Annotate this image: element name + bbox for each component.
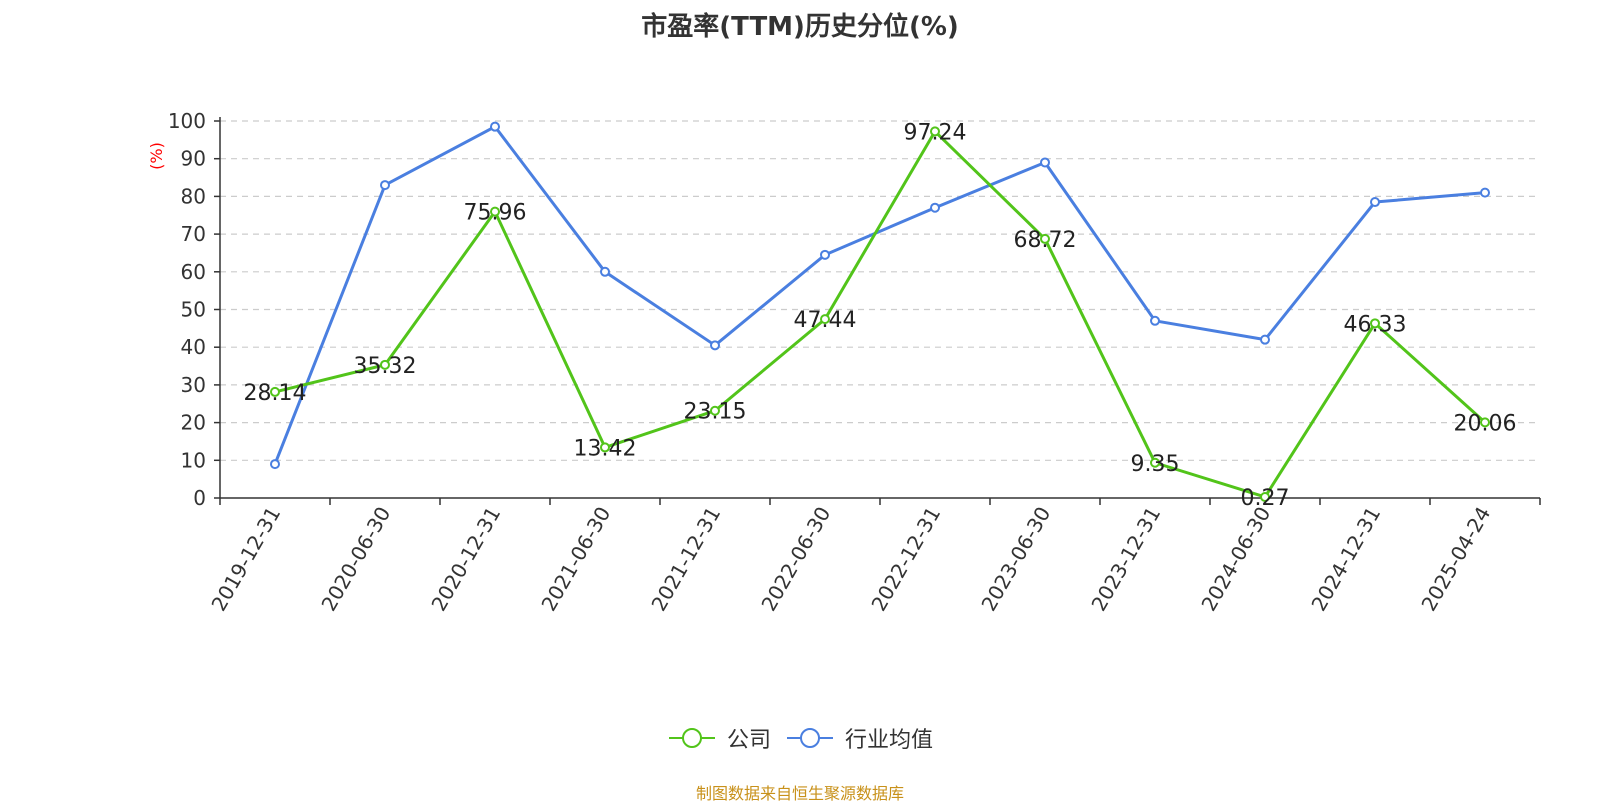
legend-company-marker — [668, 728, 715, 748]
data-label: 23.15 — [684, 400, 747, 425]
data-point-0 — [380, 359, 390, 370]
y-tick-label: 20 — [181, 411, 206, 435]
y-axis-label: (%) — [147, 142, 166, 170]
data-label: 75.96 — [464, 201, 527, 226]
data-point-1 — [600, 266, 610, 277]
y-tick-label: 50 — [181, 298, 206, 322]
legend-industry-marker — [787, 728, 833, 748]
data-point-1 — [1370, 197, 1380, 208]
data-point-0 — [710, 405, 720, 416]
data-point-0 — [270, 386, 280, 397]
chart-legend: 公司 行业均值 — [0, 722, 1600, 754]
data-label: 20.06 — [1454, 411, 1517, 436]
data-point-0 — [1260, 491, 1270, 502]
x-tick-label: 2023-12-31 — [1086, 503, 1165, 616]
data-label: 0.27 — [1241, 486, 1290, 511]
data-label: 35.32 — [354, 354, 417, 379]
data-point-1 — [1150, 315, 1160, 326]
data-point-1 — [930, 202, 940, 213]
y-tick-label: 40 — [181, 335, 206, 359]
chart-title: 市盈率(TTM)历史分位(%) — [641, 12, 959, 42]
data-point-1 — [490, 121, 500, 132]
y-tick-label: 0 — [193, 486, 206, 510]
y-tick-label: 30 — [181, 373, 206, 397]
data-point-1 — [380, 180, 390, 191]
x-tick-label: 2021-12-31 — [646, 503, 725, 616]
x-tick-label: 2020-12-31 — [426, 503, 505, 616]
data-point-0 — [1480, 417, 1490, 428]
data-point-0 — [1150, 457, 1160, 468]
data-point-1 — [1480, 187, 1490, 198]
x-tick-label: 2024-06-30 — [1196, 503, 1275, 616]
x-tick-label: 2023-06-30 — [976, 503, 1055, 616]
x-tick-label: 2025-04-24 — [1416, 503, 1495, 616]
data-label: 47.44 — [794, 308, 857, 333]
data-point-0 — [930, 126, 940, 137]
data-point-1 — [270, 459, 280, 470]
y-tick-label: 60 — [181, 260, 206, 284]
data-point-0 — [1370, 318, 1380, 329]
y-tick-label: 10 — [181, 448, 206, 472]
data-label: 68.72 — [1014, 228, 1077, 253]
data-point-1 — [820, 249, 830, 260]
x-tick-label: 2019-12-31 — [206, 503, 285, 616]
y-tick-label: 90 — [181, 147, 206, 171]
x-tick-label: 2022-12-31 — [866, 503, 945, 616]
data-label: 9.35 — [1131, 452, 1180, 477]
legend-item-industry[interactable]: 行业均值 — [785, 722, 933, 754]
y-tick-label: 70 — [181, 222, 206, 246]
data-label: 28.14 — [244, 381, 307, 406]
x-tick-label: 2020-06-30 — [316, 503, 395, 616]
data-point-1 — [1040, 157, 1050, 168]
x-tick-label: 2022-06-30 — [756, 503, 835, 616]
data-point-0 — [820, 314, 830, 325]
y-tick-label: 100 — [168, 109, 206, 133]
data-point-0 — [600, 442, 610, 453]
data-label: 13.42 — [574, 436, 637, 461]
legend-item-company[interactable]: 公司 — [667, 722, 771, 754]
data-point-0 — [490, 206, 500, 217]
legend-label-company: 公司 — [726, 728, 771, 753]
x-tick-label: 2024-12-31 — [1306, 503, 1385, 616]
data-point-1 — [710, 340, 720, 351]
line-chart: 0 10 20 30 40 50 60 70 80 90 100(%) 2019-12-31 2020-… — [147, 109, 1541, 616]
data-label: 46.33 — [1344, 312, 1407, 337]
data-label: 97.24 — [904, 120, 967, 145]
x-tick-label: 2021-06-30 — [536, 503, 615, 616]
y-tick-label: 80 — [181, 184, 206, 208]
data-point-0 — [1040, 233, 1050, 244]
legend-label-industry: 行业均值 — [845, 728, 934, 753]
series-line-0 — [274, 129, 1487, 499]
series-line-1 — [273, 125, 1486, 465]
source-note: 制图数据来自恒生聚源数据库 — [695, 784, 904, 803]
data-point-1 — [1260, 334, 1270, 345]
